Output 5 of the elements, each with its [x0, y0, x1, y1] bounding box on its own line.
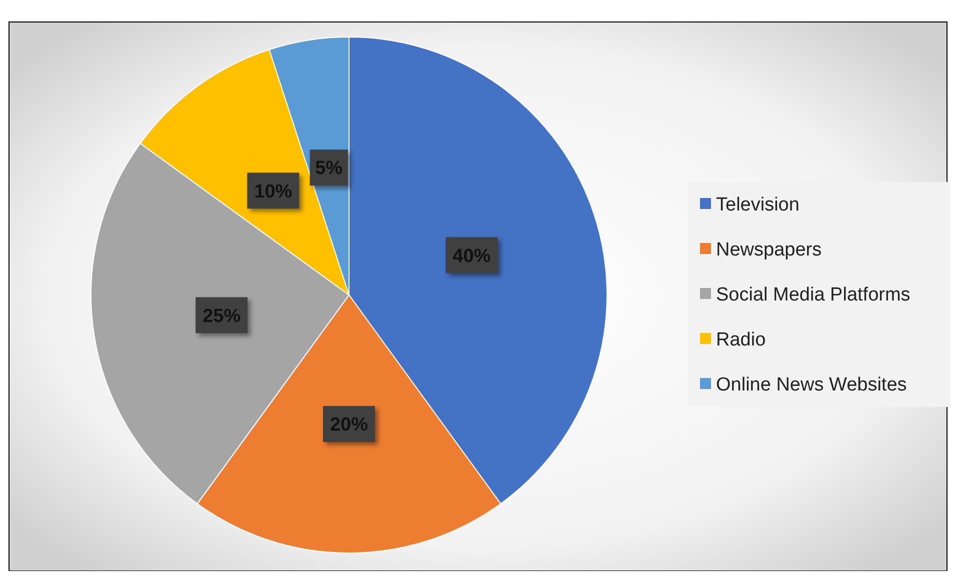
legend-label: Social Media Platforms [716, 284, 910, 306]
legend-label: Online News Websites [716, 374, 907, 396]
legend-label: Radio [716, 330, 766, 351]
legend-label: Newspapers [716, 240, 822, 261]
slice-label: Television [716, 194, 800, 216]
